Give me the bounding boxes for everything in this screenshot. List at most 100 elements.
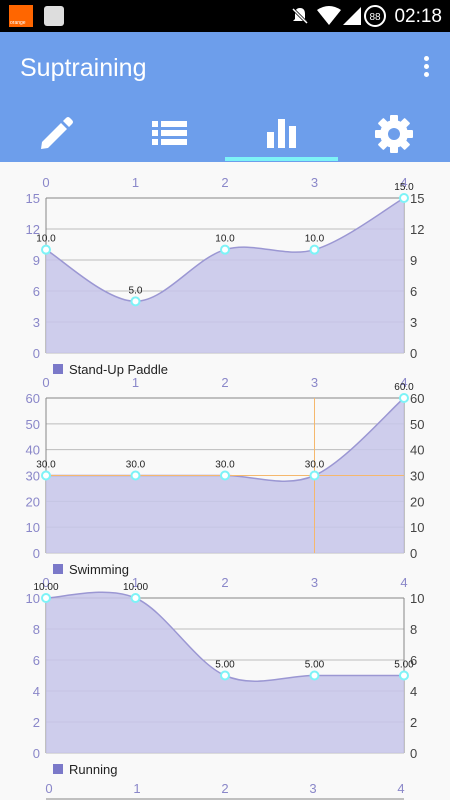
x-tick-label: 2	[221, 781, 228, 796]
y-tick-label-left: 2	[33, 715, 40, 730]
status-bar: orange 88 02:18	[0, 0, 450, 32]
tab-settings[interactable]	[338, 108, 450, 162]
chart-running: 0 02 24 46 68 810 100 1 2 3 410.00 10.005.00 5.00 5.0…	[26, 575, 425, 777]
data-label: 10.00	[123, 582, 148, 593]
tab-indicator	[225, 157, 338, 161]
data-point	[309, 670, 320, 681]
y-tick-label-left: 6	[33, 284, 40, 299]
stats-content[interactable]: 0 0 3 3 6 6 9 9 12 12 15 15 0 1 2 3 4 10.0 5.0 10.0 10.0 15.0…	[0, 162, 450, 800]
x-tick-label: 1	[132, 375, 139, 390]
y-tick-label-right: 30	[410, 469, 424, 484]
data-label: 5.00	[215, 660, 235, 671]
data-label: 60.0	[394, 382, 414, 393]
cat-icon	[44, 6, 64, 26]
y-tick-label-right: 6	[410, 653, 417, 668]
y-tick-label-right: 4	[410, 684, 417, 699]
data-point	[130, 296, 141, 307]
series-area	[46, 592, 404, 753]
data-label: 30.0	[126, 460, 146, 471]
tab-list[interactable]	[113, 108, 225, 162]
pencil-icon	[41, 117, 73, 149]
y-tick-label-right: 0	[410, 746, 417, 761]
carrier-label: orange	[10, 20, 26, 26]
data-label: 5.0	[129, 285, 143, 296]
y-tick-label-left: 0	[33, 746, 40, 761]
tab-edit[interactable]	[0, 108, 112, 162]
x-tick-label: 0	[42, 375, 49, 390]
x-tick-label: 1	[132, 575, 139, 590]
wifi-icon	[317, 6, 341, 25]
y-tick-label-right: 0	[410, 546, 417, 561]
data-point	[399, 670, 409, 681]
data-point	[130, 470, 141, 481]
y-tick-label-right: 8	[410, 622, 417, 637]
x-tick-label: 0	[45, 781, 52, 796]
gear-icon	[375, 115, 413, 153]
data-label: 15.0	[394, 182, 414, 193]
y-tick-label-right: 40	[410, 443, 424, 458]
data-point	[220, 470, 230, 481]
y-tick-label-left: 9	[33, 253, 40, 268]
app-bar: Suptraining	[0, 32, 450, 162]
y-tick-label-left: 10	[26, 591, 40, 606]
x-tick-label: 3	[311, 375, 318, 390]
y-tick-label-left: 20	[26, 494, 40, 509]
y-tick-label-right: 50	[410, 417, 424, 432]
y-tick-label-left: 12	[26, 222, 40, 237]
series-area	[46, 198, 404, 353]
y-tick-label-left: 0	[33, 546, 40, 561]
x-tick-label: 2	[221, 375, 228, 390]
x-tick-label: 4	[400, 575, 407, 590]
legend-label: Running	[69, 762, 117, 777]
y-tick-label-right: 10	[410, 591, 424, 606]
data-point	[399, 393, 409, 403]
data-label: 10.0	[305, 234, 325, 245]
battery-level: 88	[369, 12, 381, 23]
data-label: 10.0	[215, 234, 235, 245]
data-point	[41, 470, 51, 481]
y-tick-label-right: 15	[410, 191, 424, 206]
y-tick-label-left: 60	[26, 391, 40, 406]
y-tick-label-left: 50	[26, 417, 40, 432]
x-tick-label: 3	[309, 781, 316, 796]
y-tick-label-left: 8	[33, 622, 40, 637]
y-tick-label-right: 2	[410, 715, 417, 730]
y-tick-label-left: 10	[26, 520, 40, 535]
data-label: 5.00	[394, 660, 414, 671]
legend-label: Swimming	[69, 562, 129, 577]
y-tick-label-right: 9	[410, 253, 417, 268]
y-tick-label-right: 12	[410, 222, 424, 237]
y-tick-label-right: 20	[410, 494, 424, 509]
y-tick-label-left: 6	[33, 653, 40, 668]
y-tick-label-right: 10	[410, 520, 424, 535]
x-tick-label: 0	[42, 175, 49, 190]
data-label: 10.0	[36, 234, 56, 245]
data-label: 30.0	[305, 460, 325, 471]
data-point	[309, 244, 320, 255]
notifications-off-icon	[291, 7, 309, 25]
more-vert-icon[interactable]	[422, 56, 430, 80]
x-tick-label: 2	[221, 575, 228, 590]
y-tick-label-left: 0	[33, 346, 40, 361]
data-point	[309, 470, 320, 481]
x-tick-label: 4	[400, 375, 407, 390]
data-label: 30.0	[36, 460, 56, 471]
data-label: 30.0	[215, 460, 235, 471]
legend-swatch	[53, 564, 63, 574]
list-icon	[152, 121, 187, 145]
bar-chart-icon	[267, 119, 296, 148]
legend-swatch	[53, 364, 63, 374]
tab-stats[interactable]	[225, 108, 337, 162]
clock: 02:18	[394, 6, 442, 27]
y-tick-label-right: 60	[410, 391, 424, 406]
x-tick-label: 0	[42, 575, 49, 590]
y-tick-label-right: 6	[410, 284, 417, 299]
y-tick-label-left: 4	[33, 684, 40, 699]
y-tick-label-right: 3	[410, 315, 417, 330]
y-tick-label-left: 40	[26, 443, 40, 458]
data-point	[41, 593, 51, 603]
data-label: 5.00	[305, 660, 325, 671]
